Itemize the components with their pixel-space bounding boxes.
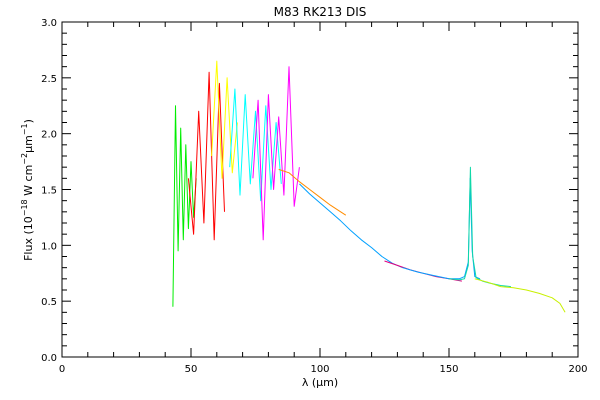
series-line (211, 60, 238, 179)
series-line (252, 66, 300, 241)
y-tick-label: 2.5 (41, 74, 57, 85)
chart-title: M83 RK213 DIS (274, 5, 367, 19)
series-line (448, 166, 511, 288)
series-line (474, 278, 566, 313)
plot-frame (61, 21, 579, 358)
x-axis-label: λ (μm) (302, 376, 338, 389)
y-tick-label: 0.5 (41, 297, 57, 308)
y-tick-label: 3.0 (41, 18, 57, 29)
x-tick-label: 100 (310, 364, 329, 375)
series-layer (172, 60, 566, 313)
x-tick-label: 150 (439, 364, 458, 375)
y-tick-label: 2.0 (41, 130, 57, 141)
x-tick-label: 0 (59, 364, 65, 375)
x-tick-label: 50 (185, 364, 198, 375)
series-line (299, 183, 403, 269)
ticks-layer: 0 50 100 150 200 0.0 0.5 1.0 1.5 2.0 2.5 3.0 (41, 18, 587, 375)
series-line (384, 260, 462, 282)
y-tick-label: 0.0 (41, 353, 57, 364)
y-tick-label: 1.0 (41, 241, 57, 252)
series-line (172, 105, 197, 307)
y-tick-label: 1.5 (41, 186, 57, 197)
y-axis-label: Flux (10−18 W cm−2μm−1) (20, 119, 35, 261)
x-tick-label: 200 (568, 364, 587, 375)
series-line (278, 168, 347, 216)
